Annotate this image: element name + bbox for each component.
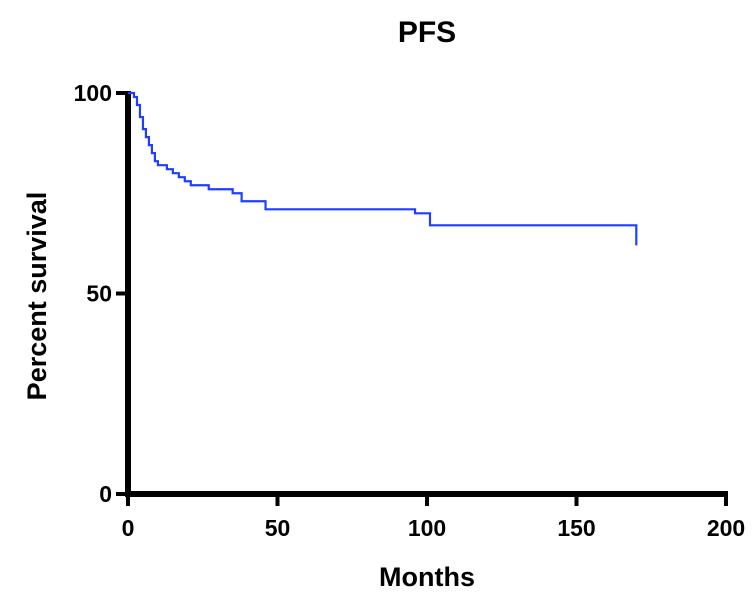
plot-area: 0 50 100 0 50 100 150 200	[74, 80, 746, 541]
chart-title: PFS	[398, 16, 456, 49]
x-tick-label-150: 150	[557, 515, 595, 541]
y-tick-label-50: 50	[86, 281, 112, 307]
y-axis-label: Percent survival	[22, 192, 52, 401]
x-tick-label-200: 200	[707, 515, 745, 541]
x-tick-label-50: 50	[265, 515, 291, 541]
x-tick-label-100: 100	[408, 515, 446, 541]
survival-curve-0	[128, 91, 638, 246]
x-axis-label: Months	[379, 562, 475, 592]
x-tick-label-0: 0	[122, 515, 135, 541]
y-tick-label-100: 100	[74, 80, 112, 106]
y-tick-label-0: 0	[99, 481, 112, 507]
